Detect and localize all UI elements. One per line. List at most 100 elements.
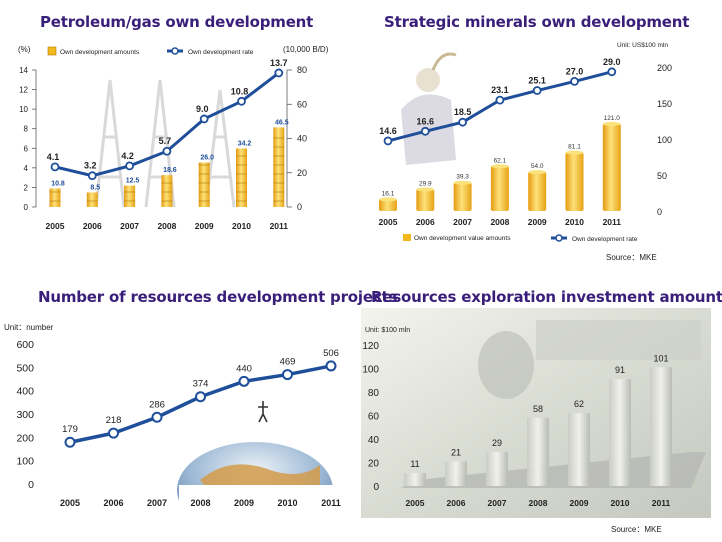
banknote-portrait: [478, 331, 534, 399]
minerals-panel: Strategic minerals own development %Unit…: [361, 0, 722, 270]
bar-2007: [453, 182, 472, 211]
x-tick-2005: 2005: [46, 221, 65, 231]
rate-point-2010: [237, 96, 246, 106]
bar-2010: [609, 379, 631, 486]
rate-point-2008: [162, 146, 172, 156]
bar-top-2006: [416, 187, 435, 192]
rate-label-2008: 23.1: [491, 85, 509, 95]
projects-label-2009: 440: [236, 363, 252, 374]
x-tick-2010: 2010: [611, 498, 630, 508]
left-tick-label: 4: [24, 164, 29, 173]
y-tick-label: 100: [362, 365, 379, 376]
bar-2010: [236, 148, 247, 207]
bar-label-2010: 81.1: [568, 144, 581, 151]
bar-top-2008: [490, 164, 509, 169]
right-unit: (10,000 B/D): [283, 45, 329, 54]
minerals-chart: %Unit: US$100 mln05101520253005010015020…: [379, 42, 672, 262]
bar-2011: [650, 367, 672, 486]
x-tick-2005: 2005: [406, 498, 425, 508]
bar-2006: [86, 192, 98, 207]
rate-point-2006: [420, 126, 430, 136]
bar-label-2010: 91: [615, 365, 625, 375]
x-tick-2007: 2007: [147, 498, 167, 508]
bar-2007: [486, 451, 508, 486]
investment-title: Resources exploration investment amounts: [371, 288, 722, 306]
x-tick-2006: 2006: [416, 217, 435, 227]
bar-2011: [273, 127, 285, 207]
y-tick-label: 40: [368, 435, 380, 446]
left-tick-label: 2: [24, 183, 29, 192]
bar-2008: [490, 166, 509, 211]
x-tick-2010: 2010: [565, 217, 584, 227]
y-tick-label: 100: [16, 456, 34, 468]
y-tick-label: 500: [16, 362, 34, 374]
left-tick-label: 10: [19, 105, 28, 114]
rate-label-2007: 18.5: [454, 107, 472, 117]
rate-point-2009: [532, 86, 542, 95]
y-tick-label: 0: [373, 482, 379, 493]
bar-label-2007: 29: [492, 438, 502, 448]
y-tick-label: 120: [362, 341, 379, 352]
projects-point-2009: [238, 375, 250, 387]
projects-title: Number of resources development projects: [38, 288, 398, 306]
y-tick-label: 80: [368, 388, 380, 399]
bar-label-2006: 21: [451, 447, 461, 457]
bar-2005: [49, 188, 61, 207]
right-tick-label: 60: [297, 99, 307, 109]
left-tick-label: 12: [19, 86, 28, 95]
x-tick-2010: 2010: [277, 498, 297, 508]
petroleum-title: Petroleum/gas own development: [40, 13, 314, 31]
projects-point-2008: [195, 391, 206, 403]
y-tick-label: 400: [16, 386, 34, 398]
x-tick-2010: 2010: [232, 221, 251, 231]
legend-bar-label: Own development value amounts: [414, 235, 511, 242]
right-tick-label: 150: [657, 99, 672, 109]
bar-2008: [527, 417, 549, 486]
bar-top-2011: [602, 121, 621, 126]
bar-label-2006: 8.5: [90, 184, 100, 191]
bar-label-2011: 121.0: [604, 115, 621, 122]
bar-label-2008: 18.6: [163, 167, 177, 174]
miner-head: [416, 68, 440, 92]
rate-label-2011: 13.7: [270, 58, 288, 68]
x-tick-2009: 2009: [570, 498, 589, 508]
rate-label-2009: 9.0: [196, 104, 209, 114]
rate-label-2010: 10.8: [231, 86, 249, 96]
right-tick-label: 80: [297, 65, 307, 75]
source: Source：MKE: [611, 525, 662, 534]
projects-label-2010: 469: [280, 357, 296, 368]
projects-label-2008: 374: [193, 379, 209, 390]
legend-bar-swatch: [47, 46, 57, 56]
bar-top-2010: [565, 150, 584, 155]
bar-2006: [445, 461, 467, 486]
y-tick-label: 300: [16, 409, 34, 421]
bar-2010: [565, 152, 584, 211]
x-tick-2007: 2007: [453, 217, 472, 227]
rate-point-2005: [383, 136, 393, 146]
left-tick-label: 6: [24, 144, 29, 153]
x-tick-2008: 2008: [190, 498, 210, 508]
rate-label-2005: 4.1: [47, 152, 60, 162]
bar-label-2005: 11: [410, 459, 419, 469]
investment-chart: Unit: $100 mln 0 20 40 60 80 100 120 11 21 29 58 62 9…: [361, 308, 711, 534]
legend-line-label: Own development rate: [572, 236, 638, 243]
left-tick-label: 0: [24, 203, 29, 212]
y-tick-label: 20: [368, 459, 380, 470]
legend-bar-label: Own development amounts: [60, 49, 140, 56]
legend-bar-swatch: [403, 234, 411, 241]
right-tick-label: 0: [657, 207, 662, 217]
projects-point-2007: [151, 411, 163, 423]
banknote-strip: [536, 320, 701, 360]
x-tick-2006: 2006: [103, 498, 123, 508]
legend-line-marker: [171, 47, 179, 55]
right-tick-label: 20: [297, 168, 307, 178]
y-tick-label: 60: [368, 412, 380, 423]
bar-top-2007: [453, 180, 472, 185]
legend-line-label: Own development rate: [188, 49, 254, 56]
bar-2005: [404, 473, 426, 486]
miner-figure: [258, 401, 268, 423]
rate-label-2005: 14.6: [379, 126, 397, 136]
x-tick-2006: 2006: [83, 221, 102, 231]
projects-label-2011: 506: [323, 348, 339, 359]
bar-2008: [161, 175, 173, 207]
